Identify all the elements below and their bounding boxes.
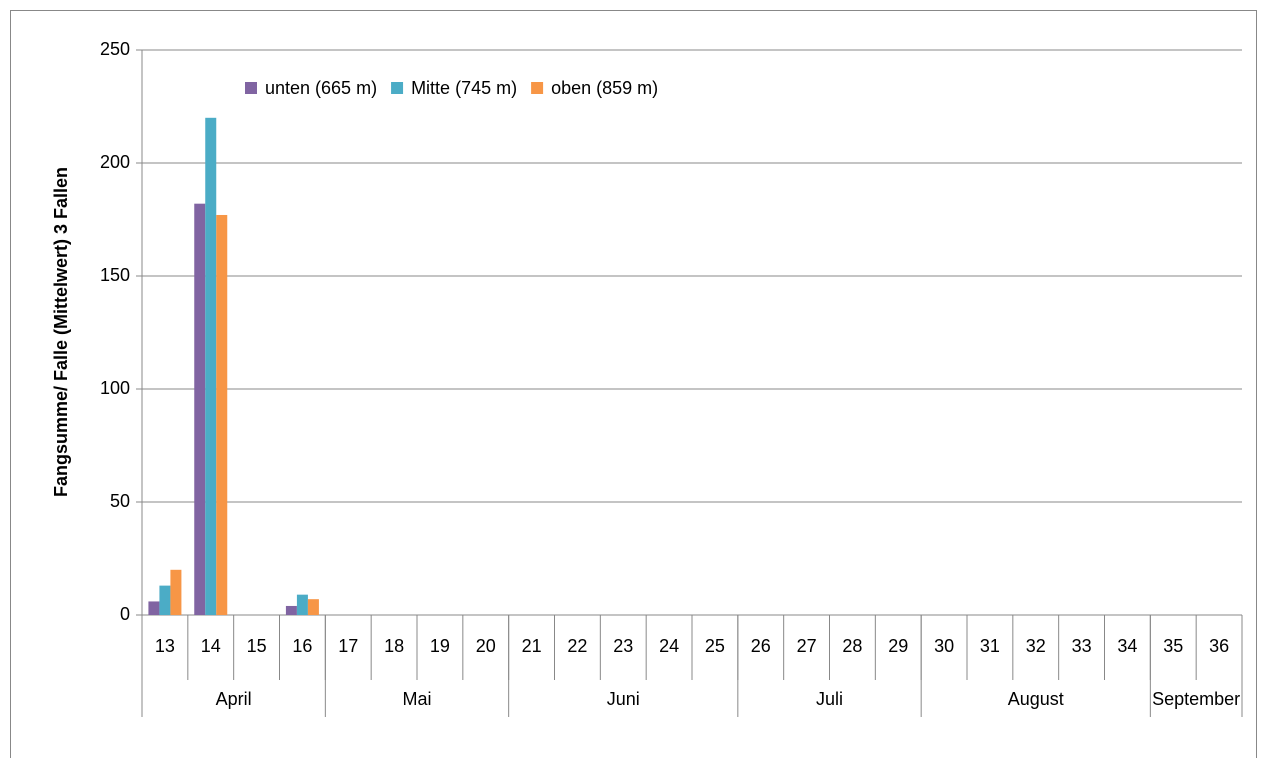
legend-swatch [245, 82, 257, 94]
x-tick-label: 20 [476, 636, 496, 656]
group-label: Juli [816, 689, 843, 709]
x-tick-label: 25 [705, 636, 725, 656]
legend-label: unten (665 m) [265, 78, 377, 98]
legend-swatch [531, 82, 544, 94]
x-tick-label: 34 [1117, 636, 1137, 656]
x-tick-label: 36 [1209, 636, 1229, 656]
bar [148, 601, 160, 615]
x-tick-label: 33 [1072, 636, 1092, 656]
x-tick-label: 28 [842, 636, 862, 656]
group-label: April [216, 689, 252, 709]
y-tick-label: 0 [120, 604, 130, 624]
group-label: August [1008, 689, 1064, 709]
x-tick-label: 17 [338, 636, 358, 656]
x-tick-label: 16 [292, 636, 312, 656]
x-tick-label: 14 [201, 636, 221, 656]
y-tick-label: 200 [100, 152, 130, 172]
legend-label: oben (859 m) [551, 78, 658, 98]
x-tick-label: 19 [430, 636, 450, 656]
bar [296, 594, 308, 615]
bar [205, 117, 217, 616]
legend-label: Mitte (745 m) [411, 78, 517, 98]
legend-swatch [391, 82, 404, 94]
bar [307, 599, 319, 615]
x-tick-label: 35 [1163, 636, 1183, 656]
y-tick-label: 100 [100, 378, 130, 398]
x-tick-label: 31 [980, 636, 1000, 656]
bar [216, 214, 228, 616]
x-tick-label: 23 [613, 636, 633, 656]
x-tick-label: 27 [797, 636, 817, 656]
x-tick-label: 29 [888, 636, 908, 656]
x-tick-label: 15 [247, 636, 267, 656]
group-label: Juni [607, 689, 640, 709]
y-tick-label: 50 [110, 491, 130, 511]
x-tick-label: 21 [522, 636, 542, 656]
bar [194, 203, 206, 615]
x-tick-label: 13 [155, 636, 175, 656]
group-label: September [1152, 689, 1240, 709]
y-tick-label: 250 [100, 39, 130, 59]
group-label: Mai [402, 689, 431, 709]
x-tick-label: 24 [659, 636, 679, 656]
bar [170, 569, 182, 615]
y-tick-label: 150 [100, 265, 130, 285]
x-tick-label: 22 [567, 636, 587, 656]
y-axis-label: Fangsumme/ Falle (Mittelwert) 3 Fallen [51, 167, 71, 497]
bar [159, 585, 171, 615]
x-tick-label: 26 [751, 636, 771, 656]
x-tick-label: 30 [934, 636, 954, 656]
bar [285, 605, 297, 615]
x-tick-label: 32 [1026, 636, 1046, 656]
x-tick-label: 18 [384, 636, 404, 656]
